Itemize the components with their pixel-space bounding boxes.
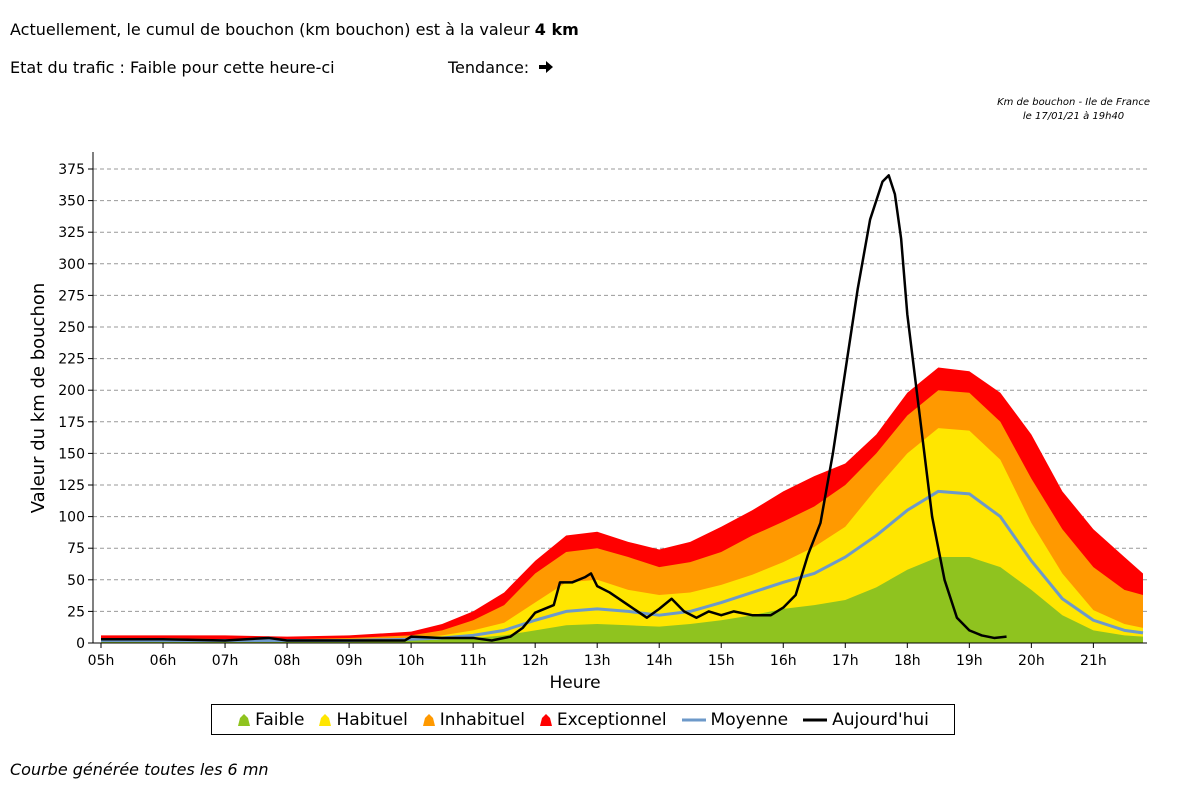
y-tick-label: 200 <box>58 383 85 399</box>
y-tick-label: 125 <box>58 478 85 494</box>
x-tick-label: 13h <box>584 653 611 669</box>
x-tick-label: 17h <box>832 653 859 669</box>
legend-item: Exceptionnel <box>539 710 667 730</box>
x-tick-label: 21h <box>1080 653 1107 669</box>
series-line-aujourdhui <box>101 174 1007 642</box>
y-tick-label: 100 <box>58 510 85 526</box>
traffic-state: Etat du trafic : Faible pour cette heure… <box>10 58 335 77</box>
legend-item: Habituel <box>318 709 408 730</box>
y-tick-label: 300 <box>58 257 85 273</box>
chart-stamp: Km de bouchon - Ile de France le 17/01/2… <box>997 96 1150 124</box>
summary-value: 4 km <box>534 20 579 39</box>
y-tick-label: 0 <box>76 636 85 652</box>
x-tick-label: 16h <box>770 653 797 669</box>
y-tick-label: 350 <box>58 194 85 210</box>
stamp-date: le 17/01/21 à 19h40 <box>1022 111 1125 122</box>
legend-item: Faible <box>237 710 304 730</box>
legend-label: Faible <box>255 709 305 730</box>
y-tick-label: 50 <box>67 573 85 589</box>
legend-label: Moyenne <box>710 709 789 730</box>
y-tick-label: 175 <box>58 415 85 431</box>
y-tick-label: 250 <box>58 320 85 336</box>
legend-swatch <box>681 718 706 721</box>
y-tick-label: 150 <box>58 446 85 462</box>
legend-swatch <box>422 713 435 726</box>
footer-note: Courbe générée toutes les 6 mn <box>10 760 269 779</box>
x-tick-label: 15h <box>708 653 735 669</box>
summary-line: Actuellement, le cumul de bouchon (km bo… <box>10 20 579 39</box>
x-axis-title: Heure <box>549 673 600 693</box>
legend-swatch <box>539 713 552 726</box>
x-tick-label: 11h <box>460 653 487 669</box>
traffic-chart: 0 25 50 75 100 125 150 175 200 225 250 275 300 325 350… <box>28 152 1147 693</box>
legend-swatch <box>319 713 332 726</box>
x-tick-label: 14h <box>646 653 673 669</box>
y-tick-label: 75 <box>67 541 85 557</box>
legend-label: Habituel <box>336 709 408 730</box>
stamp-title: Km de bouchon - Ile de France <box>997 97 1150 108</box>
y-tick-label: 325 <box>58 225 85 241</box>
x-tick-label: 06h <box>150 653 177 669</box>
y-tick-label: 275 <box>58 288 85 304</box>
legend-label: Inhabituel <box>439 709 525 730</box>
x-tick-label: 19h <box>956 653 983 669</box>
x-tick-label: 05h <box>88 653 115 669</box>
x-tick-label: 10h <box>398 653 425 669</box>
arrow-right-icon <box>538 59 554 78</box>
legend-label: Exceptionnel <box>556 709 667 730</box>
y-axis-title: Valeur du km de bouchon <box>28 283 49 514</box>
x-tick-label: 07h <box>212 653 239 669</box>
legend-item: Aujourd'hui <box>802 710 929 730</box>
legend-swatch <box>803 718 828 721</box>
band-faible <box>101 557 1143 643</box>
x-tick-label: 08h <box>274 653 301 669</box>
y-tick-label: 25 <box>67 604 85 620</box>
legend-label: Aujourd'hui <box>832 709 929 730</box>
summary-prefix: Actuellement, le cumul de bouchon (km bo… <box>10 20 535 39</box>
trend: Tendance: <box>448 58 554 78</box>
x-tick-label: 20h <box>1018 653 1045 669</box>
legend-item: Inhabituel <box>422 710 525 730</box>
chart-legend: Faible Habituel Inhabituel Exceptionnel Moye… <box>211 704 955 735</box>
legend-item: Moyenne <box>681 709 789 730</box>
x-tick-label: 12h <box>522 653 549 669</box>
x-tick-label: 18h <box>894 653 921 669</box>
x-tick-label: 09h <box>336 653 363 669</box>
legend-swatch <box>238 713 251 726</box>
y-tick-label: 225 <box>58 352 85 368</box>
y-tick-label: 375 <box>58 162 85 178</box>
trend-label: Tendance: <box>448 58 530 77</box>
